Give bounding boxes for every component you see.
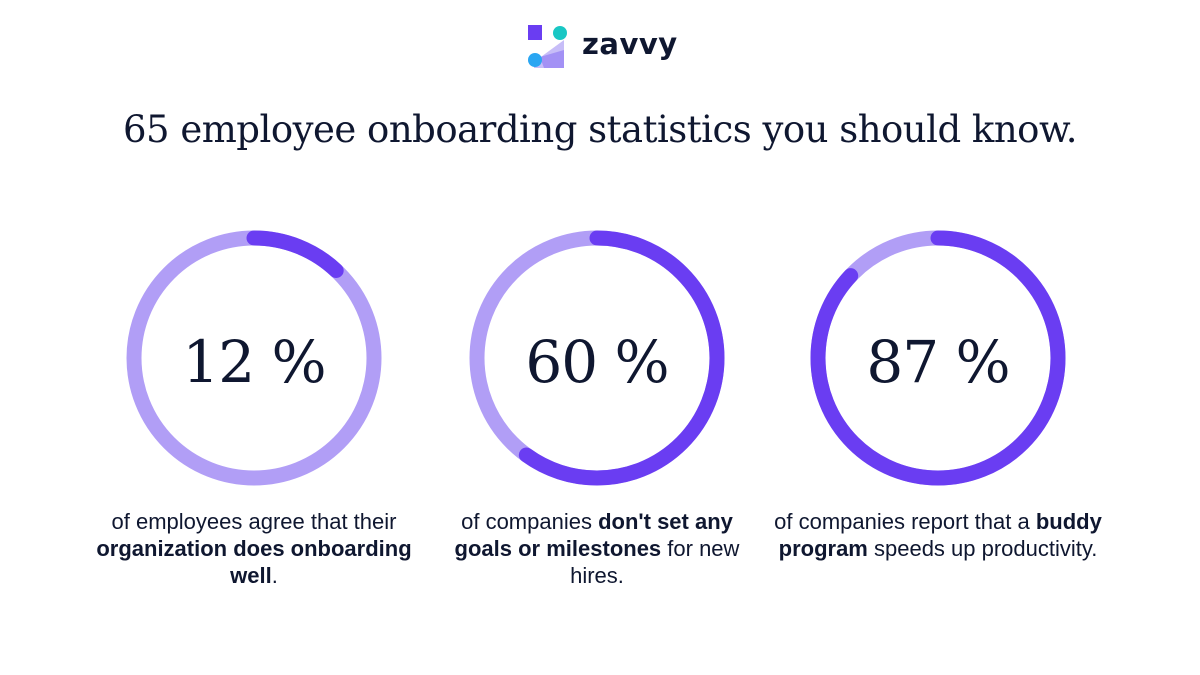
- page-title: 65 employee onboarding statistics you sh…: [122, 108, 1078, 151]
- donut-progress-arc: [126, 230, 382, 486]
- stat-value: 87 %: [866, 328, 1010, 396]
- caption-text: of companies: [461, 509, 599, 534]
- caption-text: for new hires.: [570, 536, 740, 588]
- stat-caption: of companies don't set any goals or mile…: [432, 508, 762, 589]
- caption-emphasis: organization does onboarding well: [96, 536, 412, 588]
- caption-emphasis: buddy program: [778, 509, 1102, 561]
- donut-chart: [126, 230, 382, 486]
- donut-progress-arc: [810, 230, 1066, 486]
- zavvy-logo-icon: [528, 25, 567, 68]
- stat-caption: of employees agree that their organizati…: [89, 508, 419, 589]
- brand-name: zavvy: [582, 27, 678, 61]
- caption-text: .: [271, 563, 278, 588]
- caption-text: speeds up productivity.: [867, 536, 1098, 561]
- stat-caption: of companies report that a buddy program…: [773, 508, 1103, 562]
- brand-logo: zavvy: [526, 24, 678, 68]
- stat-value: 12 %: [182, 328, 326, 396]
- caption-emphasis: don't set any goals or milestones: [454, 509, 733, 561]
- donut-progress-arc: [469, 230, 725, 486]
- caption-text: of companies report that a: [774, 509, 1036, 534]
- stat-value: 60 %: [525, 328, 669, 396]
- donut-chart: [469, 230, 725, 486]
- caption-text: of employees agree that their: [111, 509, 397, 534]
- donut-chart: [810, 230, 1066, 486]
